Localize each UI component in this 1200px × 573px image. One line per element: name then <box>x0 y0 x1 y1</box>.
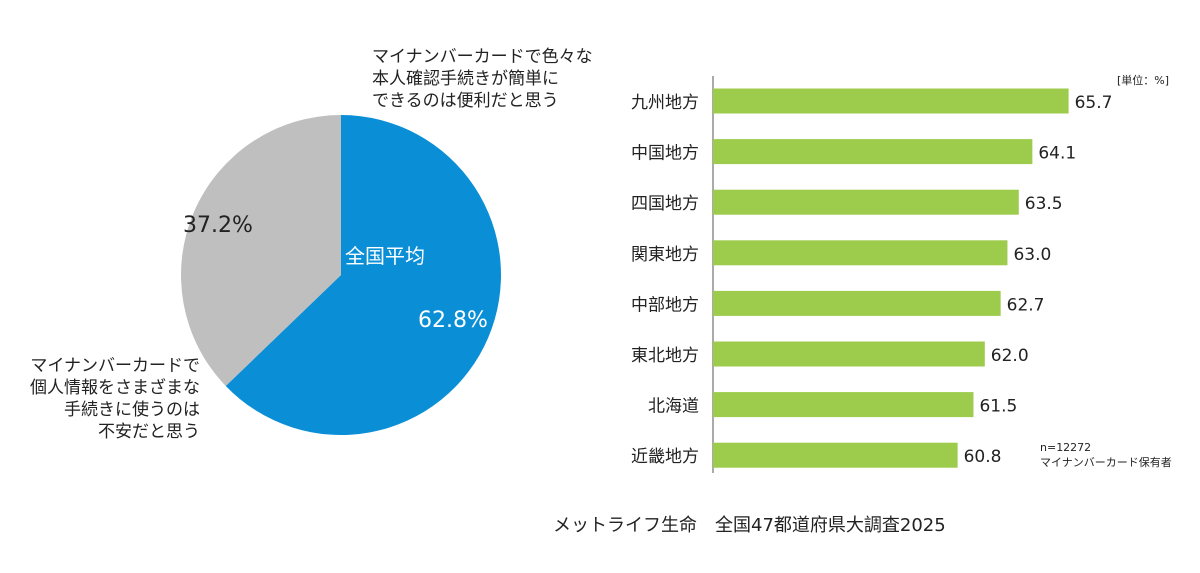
bar <box>713 189 1019 215</box>
category-label: 北海道 <box>648 397 699 417</box>
value-label: 63.0 <box>1013 245 1051 265</box>
category-label: 近畿地方 <box>631 447 699 467</box>
category-label: 関東地方 <box>631 245 699 265</box>
sample-note-n: n=12272 <box>1040 441 1092 454</box>
pie-value-blue: 62.8% <box>418 308 488 333</box>
sample-note-holders: マイナンバーカード保有者 <box>1040 456 1172 469</box>
source-caption: メットライフ生命 全国47都道府県大調査2025 <box>553 515 946 536</box>
bar <box>713 290 1001 316</box>
pie-label-convenient: マイナンバーカードで色々な 本人確認手続きが簡単に できるのは便利だと思う <box>372 47 593 111</box>
category-label: 九州地方 <box>631 93 699 113</box>
bar <box>713 139 1033 165</box>
pie-slice-0 <box>225 115 501 435</box>
bar <box>713 442 958 468</box>
category-label: 東北地方 <box>631 346 699 366</box>
value-label: 61.5 <box>979 397 1017 417</box>
bar <box>713 341 985 367</box>
value-label: 60.8 <box>964 447 1002 467</box>
category-label: 中部地方 <box>631 295 699 315</box>
bar <box>713 240 1008 266</box>
pie-center-label: 全国平均 <box>345 244 425 268</box>
bar <box>713 88 1069 114</box>
pie-slice-1 <box>180 115 341 386</box>
pie-label-anxious: マイナンバーカードで 個人情報をさまざまな 手続きに使うのは 不安だと思う <box>30 356 200 442</box>
category-label: 中国地方 <box>631 144 699 164</box>
unit-label: [単位：%] <box>1117 74 1170 87</box>
value-label: 64.1 <box>1038 144 1076 164</box>
value-label: 62.0 <box>991 346 1029 366</box>
value-label: 62.7 <box>1007 295 1045 315</box>
value-label: 65.7 <box>1075 93 1113 113</box>
category-label: 四国地方 <box>631 194 699 214</box>
pie-value-grey: 37.2% <box>183 213 253 238</box>
value-label: 63.5 <box>1025 194 1063 214</box>
bar <box>713 392 974 418</box>
